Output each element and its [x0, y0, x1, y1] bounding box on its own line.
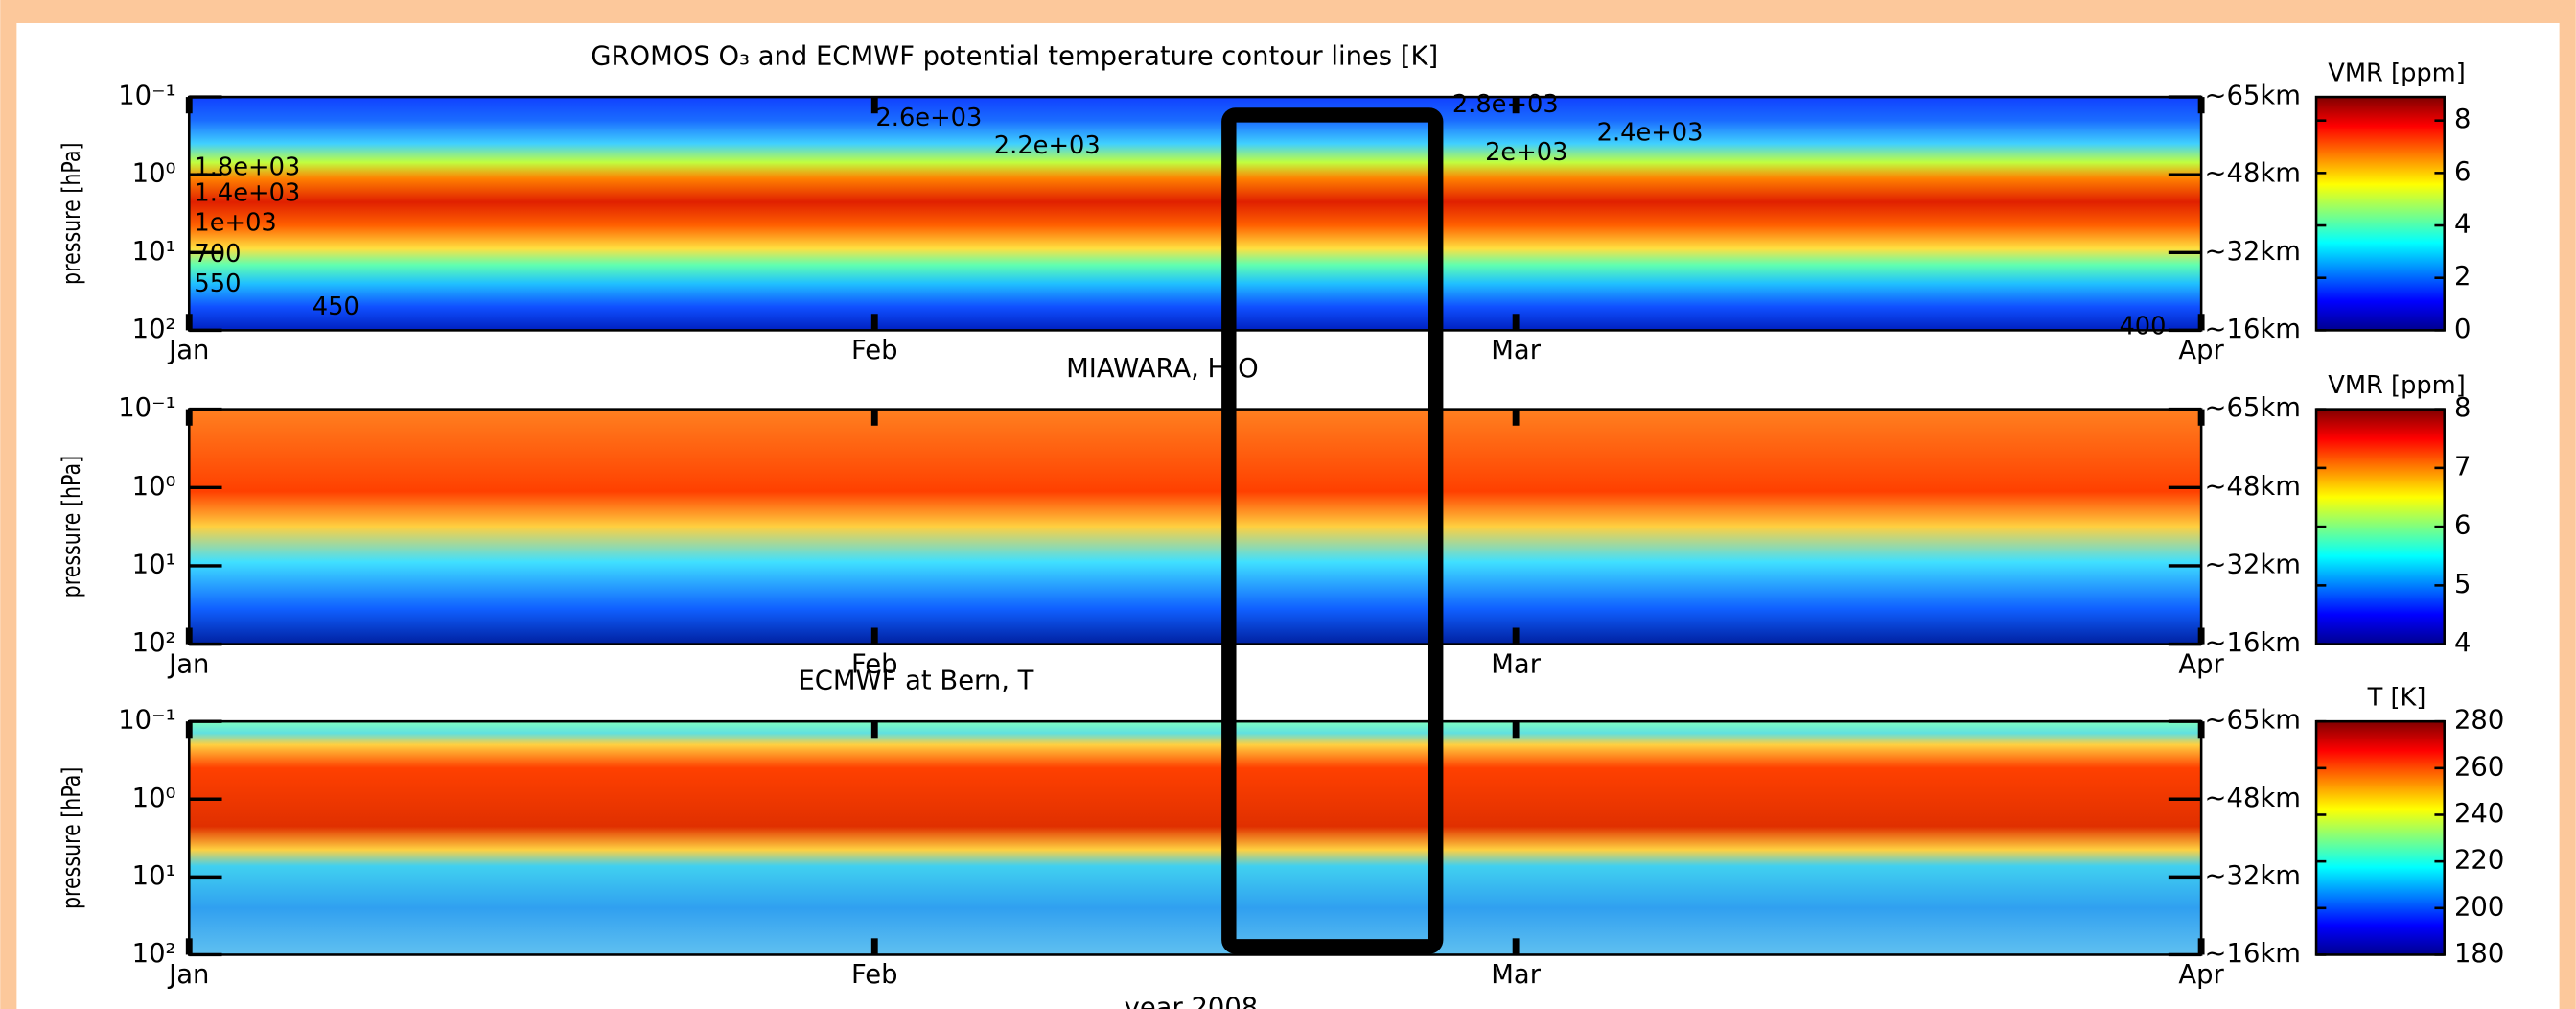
- colorbar-tick-label: 4: [2454, 210, 2471, 240]
- y-tick-label: 10⁻¹: [118, 82, 175, 111]
- colorbar: [2314, 408, 2446, 645]
- colorbar-tick-label: 8: [2454, 105, 2471, 134]
- y-tick-label: 10²: [132, 628, 176, 658]
- y-tick-label: 10⁰: [132, 159, 176, 189]
- colorbar-tick-label: 0: [2454, 315, 2471, 344]
- y2-tick-label: ~48km: [2205, 784, 2301, 813]
- y2-tick-label: ~32km: [2205, 237, 2301, 267]
- contour-label: 700: [194, 240, 241, 269]
- y2-tick-label: ~65km: [2205, 393, 2301, 423]
- y2-tick-label: ~16km: [2205, 315, 2301, 344]
- y2-tick-label: ~48km: [2205, 159, 2301, 189]
- y2-tick-label: ~65km: [2205, 706, 2301, 736]
- colorbar-label: VMR [ppm]: [2328, 59, 2465, 88]
- y2-tick-label: ~32km: [2205, 861, 2301, 891]
- plot-frame: [187, 95, 2203, 332]
- x-tick-label: Mar: [1491, 649, 1541, 679]
- y-axis-label: pressure [hPa]: [58, 767, 86, 909]
- contour-label: 1.4e+03: [194, 179, 300, 208]
- plot-frame: [187, 719, 2203, 956]
- panels: GROMOS O₃ and ECMWF potential temperatur…: [58, 41, 2505, 1009]
- panel-title: GROMOS O₃ and ECMWF potential temperatur…: [591, 41, 1438, 71]
- x-axis-label: year 2008: [1125, 994, 1259, 1009]
- x-tick-label: Feb: [851, 336, 898, 365]
- contour-label: 2.6e+03: [875, 104, 982, 132]
- colorbar: [2314, 719, 2446, 956]
- y-tick-label: 10⁰: [132, 472, 176, 502]
- y2-tick-label: ~16km: [2205, 628, 2301, 658]
- y-tick-label: 10²: [132, 315, 176, 344]
- x-tick-label: Apr: [2178, 336, 2224, 365]
- x-tick-label: Feb: [851, 960, 898, 990]
- y-tick-label: 10²: [132, 939, 176, 969]
- contour-label: 1e+03: [194, 209, 276, 238]
- contour-label: 2.8e+03: [1452, 90, 1559, 119]
- y-tick-label: 10¹: [132, 237, 176, 267]
- y2-tick-label: ~65km: [2205, 82, 2301, 111]
- colorbar-tick-label: 200: [2454, 892, 2504, 922]
- contour-label: 400: [2119, 312, 2166, 340]
- y-tick-label: 10⁻¹: [118, 393, 175, 423]
- colorbar-label: T [K]: [2367, 684, 2426, 713]
- y-axis-label: pressure [hPa]: [58, 143, 86, 285]
- colorbar-tick-label: 280: [2454, 706, 2504, 736]
- contour-label: 2.2e+03: [994, 131, 1101, 160]
- y-tick-label: 10¹: [132, 550, 176, 579]
- heatmap-field: [189, 409, 2202, 645]
- heatmap-field: [189, 97, 2202, 331]
- y2-tick-label: ~48km: [2205, 472, 2301, 502]
- x-tick-label: Mar: [1491, 960, 1541, 990]
- colorbar-label: VMR [ppm]: [2328, 371, 2465, 400]
- contour-label: 550: [194, 270, 241, 298]
- contour-label: 2e+03: [1485, 138, 1567, 167]
- x-tick-label: Jan: [167, 960, 209, 990]
- y-tick-label: 10⁻¹: [118, 706, 175, 736]
- y-tick-label: 10⁰: [132, 784, 176, 813]
- colorbar-tick-label: 220: [2454, 846, 2504, 876]
- contour-label: 1.8e+03: [194, 153, 300, 181]
- panel-title: ECMWF at Bern, T: [798, 667, 1033, 696]
- colorbar-tick-label: 7: [2454, 452, 2471, 481]
- x-tick-label: Jan: [167, 336, 209, 365]
- colorbar-tick-label: 240: [2454, 799, 2504, 829]
- colorbar-tick-label: 260: [2454, 752, 2504, 782]
- x-tick-label: Apr: [2178, 649, 2224, 679]
- x-tick-label: Jan: [167, 649, 209, 679]
- colorbar-tick-label: 180: [2454, 939, 2504, 969]
- y-tick-label: 10¹: [132, 861, 176, 891]
- contour-label: 2.4e+03: [1597, 118, 1704, 147]
- colorbar: [2314, 95, 2446, 332]
- heatmap-field: [189, 721, 2202, 955]
- plot-frame: [187, 408, 2203, 645]
- colorbar-tick-label: 5: [2454, 570, 2471, 599]
- y-axis-label: pressure [hPa]: [58, 456, 86, 598]
- y2-tick-label: ~16km: [2205, 939, 2301, 969]
- colorbar-tick-label: 2: [2454, 262, 2471, 292]
- colorbar-tick-label: 4: [2454, 628, 2471, 658]
- colorbar-tick-label: 8: [2454, 393, 2471, 423]
- colorbar-tick-label: 6: [2454, 157, 2471, 187]
- contour-label: 450: [313, 293, 360, 321]
- x-tick-label: Feb: [851, 649, 898, 679]
- x-tick-label: Mar: [1491, 336, 1541, 365]
- highlight-box: [1221, 107, 1444, 954]
- y2-tick-label: ~32km: [2205, 550, 2301, 579]
- colorbar-tick-label: 6: [2454, 511, 2471, 541]
- x-tick-label: Apr: [2178, 960, 2224, 990]
